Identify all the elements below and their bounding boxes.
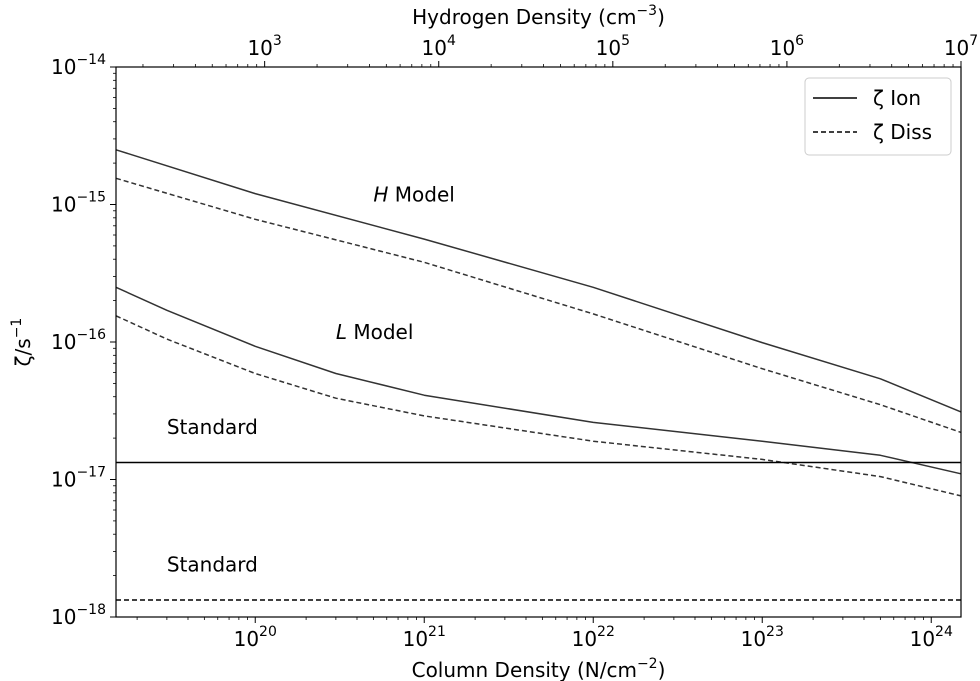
x-tick-label: 1022 (572, 624, 615, 651)
x-tick-label: 1024 (910, 624, 953, 651)
x-tick-label: 1020 (234, 624, 277, 651)
x-axis-title: Column Density (N/cm−2) (412, 656, 666, 681)
series-line-1 (115, 177, 962, 434)
series-line-2 (115, 286, 962, 475)
annotation-label: L Model (336, 320, 414, 344)
annotation-label: Standard (167, 552, 258, 576)
top-x-tick-label: 104 (422, 33, 456, 60)
y-tick-label: 10−14 (51, 52, 106, 79)
y-tick-label: 10−17 (51, 465, 106, 492)
y-axis-title: ζ/s−1 (9, 318, 35, 367)
series-line-0 (115, 149, 962, 413)
annotation-label: Standard (167, 415, 258, 439)
top-x-axis-title: Hydrogen Density (cm−3) (412, 3, 665, 29)
top-x-tick-label: 107 (944, 33, 978, 60)
top-x-tick-label: 106 (770, 33, 804, 60)
annotation-label: H Model (373, 183, 454, 207)
x-tick-label: 1023 (741, 624, 784, 651)
tick-layer: 1020 1021 1022 1023 1024 103 104 105 106 107 10−18… (51, 33, 978, 651)
legend-label-ion: ζ Ion (873, 86, 921, 110)
y-tick-label: 10−16 (51, 327, 106, 354)
y-tick-label: 10−18 (51, 602, 106, 629)
annotation-layer: H Model L Model Standard Standard (167, 183, 455, 577)
y-tick-label: 10−15 (51, 190, 106, 217)
top-x-tick-label: 105 (596, 33, 630, 60)
series-layer (115, 149, 962, 601)
legend: ζ Ion ζ Diss (804, 77, 952, 156)
legend-label-diss: ζ Diss (873, 120, 932, 144)
plot-frame (115, 66, 962, 618)
top-x-tick-label: 103 (247, 33, 281, 60)
x-tick-label: 1021 (403, 624, 446, 651)
series-line-3 (115, 315, 962, 497)
legend-box (804, 77, 952, 156)
